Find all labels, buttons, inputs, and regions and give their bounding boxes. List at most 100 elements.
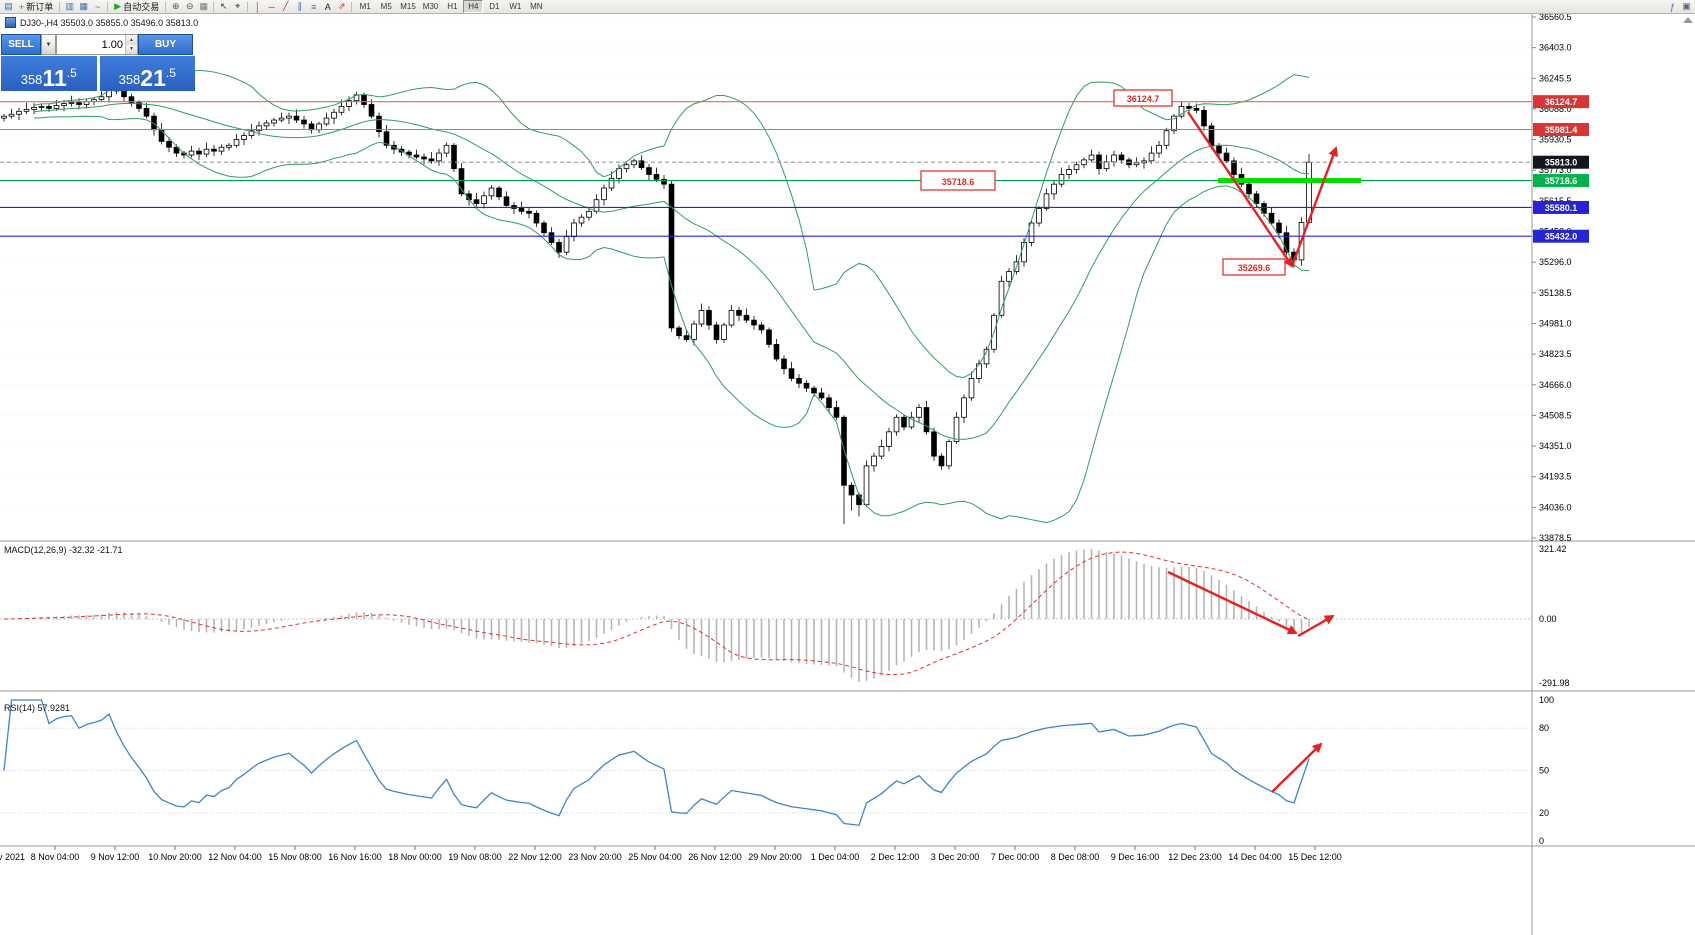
sell-button[interactable]: SELL xyxy=(1,34,41,55)
timeframe-m30[interactable]: M30 xyxy=(422,2,439,11)
zoom-out-icon[interactable]: ⊖ xyxy=(183,1,196,13)
chart-candlestick-type-icon[interactable]: ▦ xyxy=(77,1,90,13)
time-axis[interactable]: 5 Nov 2021 8 Nov 04:00 9 Nov 12:00 10 Nov 2… xyxy=(0,846,1342,862)
trend-arrow[interactable] xyxy=(1187,111,1294,268)
candle-body xyxy=(1058,174,1065,185)
support-zone[interactable] xyxy=(1218,178,1361,184)
candle-body xyxy=(1223,152,1230,162)
candle-body xyxy=(773,344,780,360)
candle-body xyxy=(293,115,300,121)
timeframe-m15[interactable]: M15 xyxy=(400,2,416,11)
tile-windows-icon[interactable]: ▦ xyxy=(197,1,210,13)
candle-body xyxy=(301,119,307,125)
volume-input[interactable] xyxy=(57,35,125,54)
new-chart-icon[interactable]: ▤ xyxy=(2,1,15,13)
chart-svg[interactable]: MACD(12,26,9) -32.32 -21.71 RSI(14) 57.9… xyxy=(0,14,1695,935)
trend-arrow[interactable] xyxy=(1167,570,1298,635)
time-tick-label: 8 Nov 04:00 xyxy=(31,852,80,862)
price-annotation-box[interactable] xyxy=(1222,258,1286,276)
arrow-objects-icon[interactable]: ⇗ xyxy=(335,1,348,13)
candle-body xyxy=(1103,161,1110,170)
timeframe-m1[interactable]: M1 xyxy=(359,2,371,11)
timeframe-m5[interactable]: M5 xyxy=(380,2,392,11)
trend-arrow[interactable] xyxy=(1297,614,1335,638)
candle-body xyxy=(263,122,270,127)
price-box-label: 35981.4 xyxy=(1545,125,1578,135)
candle-body xyxy=(1051,183,1057,195)
macd-panel: MACD(12,26,9) -32.32 -21.71 xyxy=(0,545,1532,682)
scroll-indicator-icon[interactable] xyxy=(1683,17,1693,23)
timeframe-h4[interactable]: H4 xyxy=(463,0,484,13)
volume-decrease-button[interactable]: ▼ xyxy=(126,44,137,54)
time-tick-label: 23 Nov 20:00 xyxy=(568,852,622,862)
time-tick-label: 10 Nov 20:00 xyxy=(148,852,202,862)
rsi-line xyxy=(3,699,1310,826)
candle-body xyxy=(1066,169,1072,175)
ask-price[interactable]: 358 21 .5 xyxy=(99,56,195,91)
chart-bar-type-icon[interactable]: ▥ xyxy=(63,1,76,13)
candlesticks xyxy=(1,78,1312,525)
horizontal-lines[interactable] xyxy=(0,101,1532,237)
price-axis[interactable]: 36560.5 36403.0 36245.5 36088.0 35930.5 35773… xyxy=(1532,14,1589,846)
timeframe-h1[interactable]: H1 xyxy=(447,2,458,11)
candle-body xyxy=(968,378,975,399)
main-toolbar: ▤ + 新订单 ▥ ▦ ~ ▶ 自动交易 ⊕ ⊖ ▦ ↖ ⌖ │ ─ ╱ ∥ ≡ A ⇗ M1 M5 M15 M30 H1 H4 D… xyxy=(0,0,1695,14)
candle-body xyxy=(931,431,937,457)
candle-body xyxy=(1193,107,1200,111)
ask-prefix: 358 xyxy=(118,72,141,87)
bid-price[interactable]: 358 11 .5 xyxy=(1,56,97,91)
candle-body xyxy=(653,174,660,180)
price-annotation-box[interactable] xyxy=(1113,89,1173,107)
candle-body xyxy=(233,139,240,146)
auto-trading-button[interactable]: ▶ 自动交易 xyxy=(111,1,162,13)
candle-body xyxy=(166,141,172,148)
annotations[interactable]: 36124.7 35718.6 35269.6 xyxy=(920,89,1338,793)
buy-button[interactable]: BUY xyxy=(138,34,193,55)
chart-line-type-icon[interactable]: ~ xyxy=(91,1,104,13)
zoom-in-icon[interactable]: ⊕ xyxy=(169,1,182,13)
equidistant-channel-icon[interactable]: ∥ xyxy=(293,1,306,13)
price-tick-label: 34981.0 xyxy=(1539,318,1572,328)
trendline-icon[interactable]: ╱ xyxy=(279,1,292,13)
candle-body xyxy=(271,119,277,124)
candle-body xyxy=(286,115,292,119)
crosshair-icon[interactable]: ⌖ xyxy=(231,1,244,13)
candle-body xyxy=(901,416,907,428)
support-zone-highlight[interactable] xyxy=(1218,178,1361,184)
timeframe-mn[interactable]: MN xyxy=(530,2,543,11)
timeframe-d1[interactable]: D1 xyxy=(489,2,500,11)
trend-arrow[interactable] xyxy=(1290,146,1338,267)
indicators-icon[interactable]: ƒ xyxy=(1669,1,1675,12)
horizontal-line-icon[interactable]: ─ xyxy=(265,1,278,13)
text-label-icon[interactable]: A xyxy=(321,1,334,13)
price-box-label: 35580.1 xyxy=(1545,203,1578,213)
vertical-line-icon[interactable]: │ xyxy=(251,1,264,13)
time-tick-label: 14 Dec 04:00 xyxy=(1228,852,1282,862)
rsi-axis-label: 80 xyxy=(1539,723,1549,733)
rsi-label: RSI(14) 57.9281 xyxy=(4,703,70,713)
candle-body xyxy=(496,187,502,198)
price-annotation-box[interactable] xyxy=(920,170,996,191)
objects-list-icon[interactable]: ▣ xyxy=(1682,1,1691,11)
price-tick-label: 35296.0 xyxy=(1539,257,1572,267)
toolbar-separator xyxy=(59,1,61,12)
volume-increase-button[interactable]: ▲ xyxy=(126,35,137,45)
price-tick-label: 35615.5 xyxy=(1539,196,1572,206)
candle-body xyxy=(31,107,37,110)
timeframe-w1[interactable]: W1 xyxy=(509,2,522,11)
price-box-36124.7 xyxy=(1533,95,1589,109)
order-type-dropdown[interactable]: ▼ xyxy=(41,34,56,55)
fibonacci-icon[interactable]: ≡ xyxy=(307,1,320,13)
price-tick-label: 34036.0 xyxy=(1539,502,1572,512)
candle-body xyxy=(1186,106,1192,109)
cursor-icon[interactable]: ↖ xyxy=(217,1,230,13)
new-order-button[interactable]: + 新订单 xyxy=(16,1,56,13)
one-click-trading-panel: SELL ▼ ▲ ▼ BUY 358 11 .5 358 21 .5 xyxy=(1,34,195,91)
candle-body xyxy=(938,455,945,467)
candle-body xyxy=(308,123,315,131)
trend-arrow[interactable] xyxy=(1271,742,1323,793)
chart-bar-type-icon: ▥ xyxy=(65,1,75,11)
candle-body xyxy=(661,178,667,185)
price-tick-label: 36245.5 xyxy=(1539,73,1572,83)
candle-body xyxy=(803,382,810,389)
